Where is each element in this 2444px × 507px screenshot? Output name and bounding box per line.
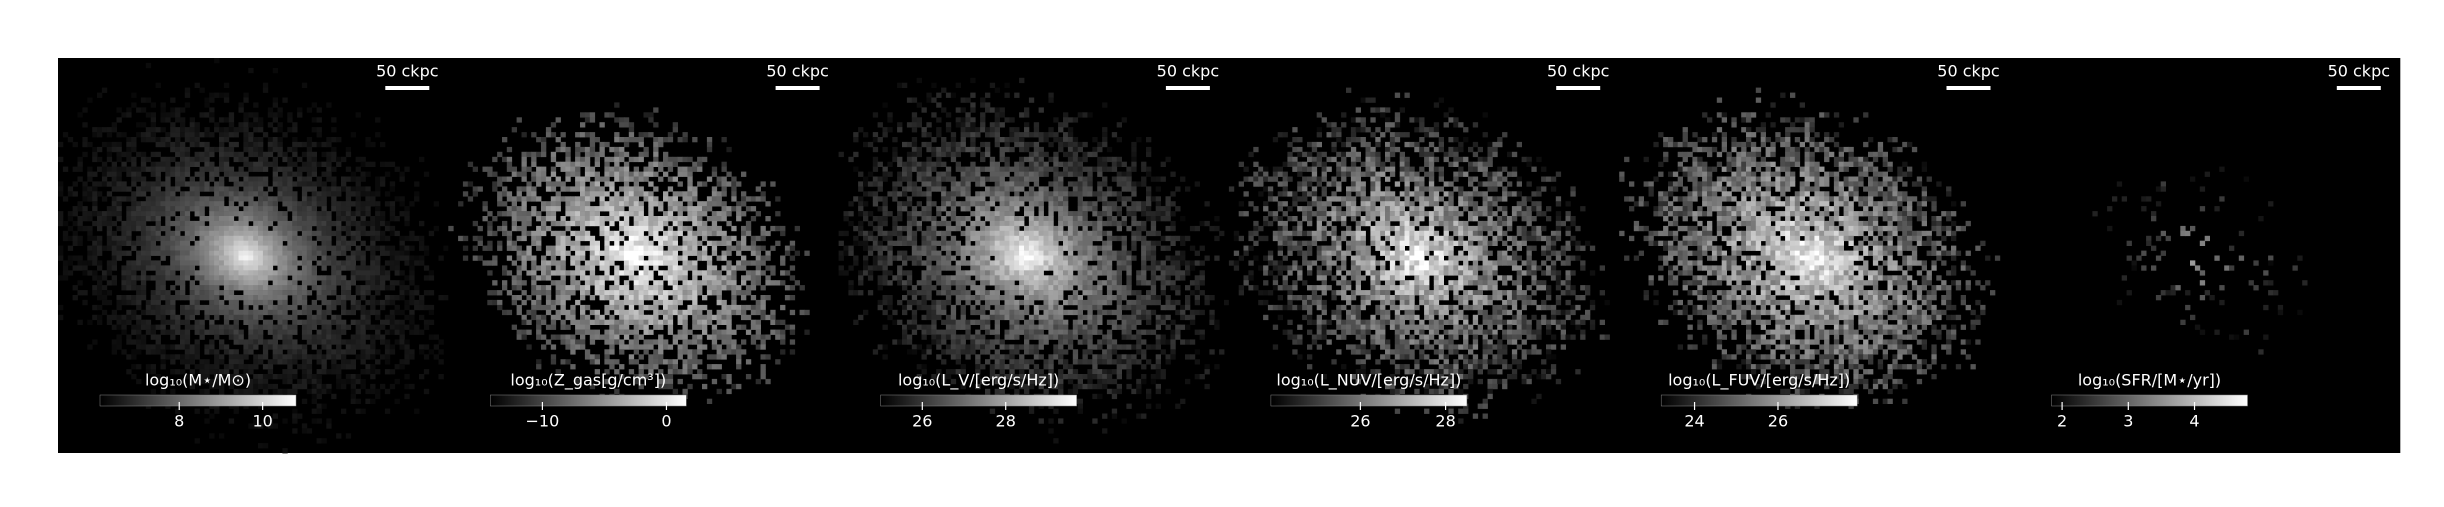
panel: 50 ckpc log₁₀(Z_gas[g/cm³]) −10 0 xyxy=(448,58,840,453)
colorbar-tick-label: 26 xyxy=(912,412,932,431)
panel: 50 ckpc log₁₀(SFR/[M⋆/yr]) 2 3 4 xyxy=(2009,58,2401,453)
scale-bar-label: 50 ckpc xyxy=(1547,62,1609,81)
colorbar-tick-label: 24 xyxy=(1684,412,1704,431)
colorbar xyxy=(880,394,1077,407)
map-image xyxy=(448,102,810,404)
colorbar-label: log₁₀(L_FUV/[erg/s/Hz]) xyxy=(1668,371,1850,391)
colorbar-tick-label: 10 xyxy=(252,412,272,431)
scale-bar xyxy=(385,86,430,90)
colorbar-tick-label: −10 xyxy=(526,412,560,431)
colorbar-tick-label: 3 xyxy=(2123,412,2133,431)
panel: 50 ckpc log₁₀(L_NUV/[erg/s/Hz]) 26 28 xyxy=(1228,58,1620,453)
colorbar-label: log₁₀(SFR/[M⋆/yr]) xyxy=(2078,371,2221,390)
scale-bar-label: 50 ckpc xyxy=(2328,62,2390,81)
colorbar-tick-label: 28 xyxy=(996,412,1016,431)
colorbar-tick-label: 26 xyxy=(1350,412,1370,431)
map-image xyxy=(58,58,449,454)
panel: 50 ckpc log₁₀(M⋆/M⊙) 8 10 xyxy=(58,58,449,454)
colorbar-tick-label: 2 xyxy=(2057,412,2067,431)
colorbar xyxy=(99,394,297,407)
colorbar-tick-label: 8 xyxy=(174,412,184,431)
colorbar-label: log₁₀(M⋆/M⊙) xyxy=(145,371,251,390)
scale-bar xyxy=(1556,86,1601,90)
colorbar xyxy=(1270,394,1468,407)
colorbar xyxy=(1660,394,1858,407)
colorbar-tick-label: 28 xyxy=(1435,412,1455,431)
colorbar-tick-label: 26 xyxy=(1768,412,1788,431)
colorbar-tick-label: 0 xyxy=(661,412,671,431)
panel: 50 ckpc log₁₀(L_V/[erg/s/Hz]) 26 28 xyxy=(838,58,1230,453)
colorbar xyxy=(2051,394,2248,407)
colorbar-label: log₁₀(L_NUV/[erg/s/Hz]) xyxy=(1276,371,1461,391)
scale-bar-label: 50 ckpc xyxy=(1157,62,1219,81)
map-image xyxy=(1619,87,2001,409)
scale-bar xyxy=(2336,86,2381,90)
colorbar-label: log₁₀(Z_gas[g/cm³]) xyxy=(510,371,666,391)
scale-bar xyxy=(775,86,820,90)
panel-background xyxy=(2009,58,2401,453)
map-image xyxy=(838,77,1230,444)
colorbar xyxy=(490,394,687,407)
panel: 50 ckpc log₁₀(L_FUV/[erg/s/Hz]) 24 26 xyxy=(1619,58,2010,453)
scale-bar-label: 50 ckpc xyxy=(376,62,438,81)
colorbar-tick-label: 4 xyxy=(2189,412,2199,431)
scale-bar xyxy=(1165,86,1210,90)
map-image xyxy=(1228,87,1610,424)
scale-bar-label: 50 ckpc xyxy=(1937,62,1999,81)
scale-bar xyxy=(1946,86,1991,90)
map-image xyxy=(2092,166,2308,355)
colorbar-label: log₁₀(L_V/[erg/s/Hz]) xyxy=(898,371,1059,391)
scale-bar-label: 50 ckpc xyxy=(766,62,828,81)
